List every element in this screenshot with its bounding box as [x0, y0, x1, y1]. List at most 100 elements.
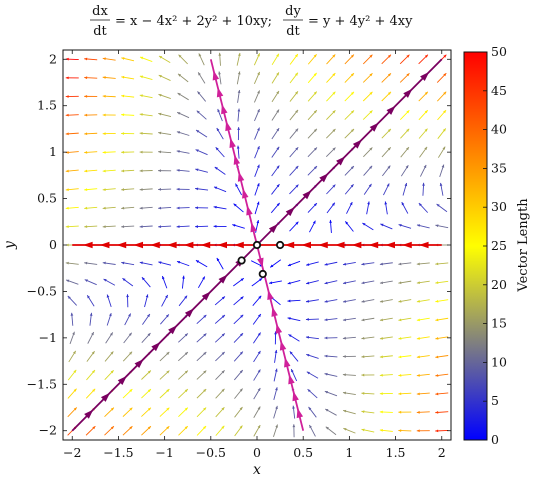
- field-arrow: [215, 388, 225, 399]
- direction-marker: [242, 188, 249, 199]
- field-arrow: [178, 351, 189, 362]
- field-arrow: [233, 277, 245, 287]
- field-arrow: [87, 331, 95, 344]
- field-arrow: [325, 426, 337, 436]
- field-arrow: [214, 166, 226, 175]
- field-arrow: [195, 225, 209, 228]
- field-arrow: [158, 225, 172, 229]
- field-arrow: [289, 165, 299, 176]
- x-tick-label: 0: [253, 445, 261, 460]
- field-arrow: [254, 127, 260, 140]
- field-arrow: [234, 406, 243, 418]
- field-arrow: [85, 388, 96, 399]
- field-arrow: [416, 299, 430, 303]
- field-arrow: [68, 350, 77, 363]
- field-arrow: [159, 407, 170, 417]
- field-arrow: [435, 373, 449, 377]
- field-arrow: [289, 53, 299, 65]
- equilibrium-point: [258, 269, 267, 279]
- field-arrow: [141, 276, 151, 288]
- field-arrow: [218, 71, 222, 85]
- colorbar-tick-label: 20: [491, 277, 507, 292]
- y-tick-label: −0.5: [27, 283, 57, 298]
- field-arrow: [178, 333, 189, 343]
- field-arrow: [123, 332, 133, 344]
- colorbar-tick-label: 45: [491, 83, 507, 98]
- field-arrow: [65, 169, 79, 173]
- field-arrow: [326, 54, 336, 65]
- field-arrow: [344, 110, 355, 120]
- field-arrow: [435, 224, 449, 229]
- field-arrow: [362, 91, 373, 102]
- field-arrow: [326, 184, 336, 195]
- field-arrow: [251, 277, 263, 287]
- field-arrow: [158, 188, 172, 191]
- field-arrow: [121, 94, 135, 98]
- field-arrow: [380, 223, 393, 230]
- title-lhs2: dy: [285, 4, 301, 19]
- field-arrow: [305, 336, 319, 340]
- field-arrow: [342, 391, 356, 396]
- direction-marker: [336, 156, 346, 166]
- field-arrow: [402, 182, 408, 196]
- field-arrow: [435, 317, 449, 322]
- field-arrow: [102, 57, 116, 61]
- field-arrow: [326, 91, 336, 102]
- field-arrow: [289, 146, 299, 158]
- direction-marker: [279, 340, 287, 351]
- field-arrow: [214, 333, 226, 343]
- field-arrow: [437, 146, 446, 158]
- field-arrow: [177, 92, 189, 101]
- field-arrow: [366, 201, 370, 215]
- field-arrow: [325, 147, 336, 158]
- field-arrow: [139, 131, 153, 135]
- field-arrow: [362, 72, 373, 83]
- x-tick-label: 1: [345, 445, 353, 460]
- direction-marker: [84, 409, 94, 419]
- x-axis: −2 −1.5 −1 −0.5 0 0.5 1 1.5 2: [63, 50, 446, 460]
- field-arrow: [84, 151, 98, 154]
- field-arrow: [418, 128, 428, 139]
- field-arrow: [233, 369, 244, 381]
- field-arrow: [84, 206, 98, 210]
- direction-marker: [151, 342, 161, 352]
- direction-marker: [100, 392, 111, 402]
- field-arrow: [121, 57, 135, 62]
- direction-marker: [225, 120, 232, 132]
- field-arrow: [178, 388, 189, 399]
- field-arrow: [344, 72, 355, 83]
- field-arrow: [214, 314, 226, 324]
- y-tick-label: 0: [49, 237, 57, 252]
- direction-marker: [352, 139, 363, 149]
- field-arrow: [215, 425, 225, 436]
- field-arrow: [84, 95, 98, 98]
- field-arrow: [326, 72, 336, 83]
- field-arrow: [103, 278, 116, 286]
- field-arrow: [342, 409, 356, 415]
- field-arrow: [65, 113, 79, 117]
- field-arrow: [104, 369, 114, 381]
- field-arrow: [253, 369, 261, 381]
- field-arrow: [306, 280, 319, 285]
- field-arrow: [102, 94, 116, 98]
- title-den2: dt: [286, 24, 300, 39]
- field-arrow: [122, 425, 133, 436]
- field-arrow: [178, 407, 189, 417]
- x-tick-label: 1.5: [386, 445, 406, 460]
- colorbar-label: Vector Length: [516, 198, 531, 293]
- field-arrow: [416, 224, 430, 229]
- field-arrow: [65, 279, 79, 285]
- field-arrow: [139, 206, 153, 210]
- field-arrow: [84, 225, 98, 229]
- field-arrow: [233, 314, 244, 325]
- field-arrow: [435, 392, 449, 396]
- field-arrow: [344, 54, 355, 65]
- field-arrow: [254, 201, 260, 215]
- field-arrow: [398, 317, 412, 322]
- field-arrow: [307, 388, 318, 399]
- field-arrow: [158, 169, 172, 173]
- field-arrow: [126, 294, 129, 308]
- field-arrow: [309, 424, 316, 437]
- field-arrow: [198, 53, 205, 66]
